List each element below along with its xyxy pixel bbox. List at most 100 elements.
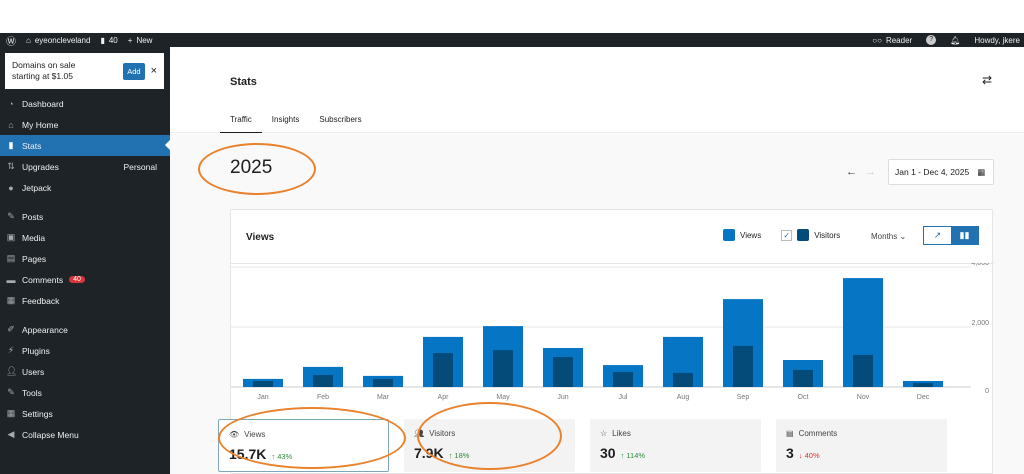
stat-label: Comments <box>798 429 838 438</box>
settings-icon: ▦ <box>6 408 16 418</box>
collapse-icon: ◀ <box>7 429 15 439</box>
arrow-left-icon[interactable]: ← <box>846 166 857 178</box>
comment-icon: ▮ <box>100 35 105 45</box>
stat-change-value: 40% <box>804 451 820 460</box>
jetpack-icon: ● <box>8 182 14 193</box>
close-icon[interactable]: × <box>150 64 157 77</box>
page-title: Stats <box>230 76 257 88</box>
stat-change: ↑ 43% <box>271 452 293 461</box>
stat-card-visitors[interactable]: 👥︎ Visitors 7.9K ↑ 18% <box>404 419 575 472</box>
new-link[interactable]: + New <box>128 36 153 45</box>
sidebar-item-media[interactable]: ▣ Media <box>0 227 170 248</box>
y-tick-label: 2,000 <box>971 320 989 327</box>
stat-value: 7.9K <box>414 445 444 461</box>
year-heading: 2025 <box>230 157 273 178</box>
sidebar-item-label: Pages <box>22 253 47 264</box>
add-button[interactable]: Add <box>123 62 145 80</box>
period-value: Months <box>871 232 898 241</box>
stat-card-comments[interactable]: ▤ Comments 3 ↓ 40% <box>776 419 947 472</box>
filter-settings-icon[interactable]: ⇄ <box>981 73 992 87</box>
sidebar-item-plugins[interactable]: ⚡︎ Plugins <box>0 340 170 361</box>
card-title: Views <box>246 232 275 243</box>
sidebar-item-appearance[interactable]: ✐ Appearance <box>0 319 170 340</box>
glasses-icon: ○○ <box>872 35 882 45</box>
stats-icon: ▮ <box>8 140 14 150</box>
sidebar-item-dashboard[interactable]: ◔ Dashboard <box>0 93 170 114</box>
arrow-right-icon[interactable]: → <box>865 166 876 178</box>
tab-traffic[interactable]: Traffic <box>220 113 262 133</box>
site-name: eyeoncleveland <box>34 35 91 45</box>
sidebar-item-label: Upgrades <box>22 161 59 172</box>
x-tick-label: Feb <box>317 394 329 401</box>
users-icon: 👥︎ <box>414 429 425 438</box>
home-icon: ⌂ <box>8 119 14 130</box>
visitors-bar <box>493 350 513 387</box>
x-tick-label: Aug <box>677 394 690 401</box>
howdy-user[interactable]: Howdy, jkere <box>974 35 1020 45</box>
sidebar-item-settings[interactable]: ▦ Settings <box>0 403 170 424</box>
x-tick-label: Apr <box>438 394 450 401</box>
reader-link[interactable]: ○○ Reader <box>872 36 912 45</box>
bell-icon[interactable]: 🔔︎ <box>950 35 961 45</box>
sidebar-item-my-home[interactable]: ⌂ My Home <box>0 114 170 135</box>
bar-chart-toggle[interactable]: ▮▮ <box>951 227 978 244</box>
help-icon[interactable]: ? <box>926 35 937 45</box>
visitors-checkbox[interactable]: ✓ <box>781 229 793 241</box>
sidebar-item-collapse-menu[interactable]: ◀ Collapse Menu <box>0 424 170 445</box>
stat-card-likes[interactable]: ☆ Likes 30 ↑ 114% <box>590 419 761 472</box>
stat-value: 30 <box>600 445 616 461</box>
sidebar-item-users[interactable]: 👤︎ Users <box>0 361 170 382</box>
sidebar-item-tools[interactable]: ✎ Tools <box>0 382 170 403</box>
stat-label: Views <box>244 430 266 439</box>
sidebar-item-label: Settings <box>22 408 53 419</box>
sidebar-item-label: Dashboard <box>22 98 64 109</box>
wrench-icon: ✎ <box>7 387 15 397</box>
home-icon: ⌂ <box>26 35 31 45</box>
pages-icon: ▤ <box>6 253 16 263</box>
sidebar-item-label: Users <box>22 366 45 377</box>
tab-subscribers[interactable]: Subscribers <box>319 115 362 124</box>
star-icon: ☆ <box>600 429 608 438</box>
calendar-icon: ▦ <box>977 166 986 177</box>
stat-value: 15.7K <box>229 446 267 462</box>
sidebar-item-label: Appearance <box>22 324 68 335</box>
sidebar: Domains on sale starting at $1.05 Add × ◔… <box>0 47 170 474</box>
promo-text: Domains on sale <box>12 60 76 70</box>
date-range-picker[interactable]: Jan 1 - Dec 4, 2025 ▦ <box>888 159 994 185</box>
views-swatch <box>723 229 735 241</box>
wordpress-logo-icon[interactable]: Ⓦ <box>6 36 16 48</box>
tab-insights[interactable]: Insights <box>271 115 300 124</box>
x-tick-label: May <box>496 394 510 401</box>
site-link[interactable]: ⌂ eyeoncleveland <box>26 36 90 45</box>
sidebar-item-pages[interactable]: ▤ Pages <box>0 248 170 269</box>
pin-icon: ✎ <box>7 211 15 221</box>
x-tick-label: Sep <box>737 394 750 401</box>
plan-label: Personal <box>123 161 157 172</box>
comment-icon: ▤ <box>786 429 794 438</box>
sidebar-item-feedback[interactable]: ▦ Feedback <box>0 290 170 311</box>
sidebar-item-comments[interactable]: ▬ Comments 40 <box>0 269 170 290</box>
comments-link[interactable]: ▮ 40 <box>100 36 117 45</box>
x-tick-label: Jul <box>619 394 628 401</box>
stat-change-value: 18% <box>454 451 470 460</box>
stat-card-views[interactable]: 👁︎ Views 15.7K ↑ 43% <box>218 419 389 472</box>
stat-change: ↑ 18% <box>448 451 470 460</box>
sidebar-item-label: Feedback <box>22 295 60 306</box>
line-chart-toggle[interactable]: ↗ <box>933 230 942 240</box>
sidebar-item-stats[interactable]: ▮ Stats <box>0 135 170 156</box>
sidebar-item-label: Stats <box>22 140 42 151</box>
sidebar-item-jetpack[interactable]: ● Jetpack <box>0 177 170 198</box>
sidebar-item-upgrades[interactable]: ⇅ Upgrades Personal <box>0 156 170 177</box>
legend-visitors: Visitors <box>814 230 841 240</box>
stat-change-value: 114% <box>626 451 646 460</box>
admin-bar: Ⓦ ⌂ eyeoncleveland ▮ 40 + New ○○ Reader ? 🔔︎… <box>0 33 1024 48</box>
stat-label: Visitors <box>429 429 456 438</box>
new-label: New <box>136 35 153 45</box>
legend-views: Views <box>740 230 762 240</box>
sidebar-item-posts[interactable]: ✎ Posts <box>0 206 170 227</box>
sidebar-item-label: My Home <box>22 119 59 130</box>
sidebar-item-label: Collapse Menu <box>22 429 79 440</box>
period-select[interactable]: Months ⌄ <box>871 232 906 241</box>
comments-icon: ▬ <box>6 274 16 285</box>
x-tick-label: Oct <box>798 394 809 401</box>
